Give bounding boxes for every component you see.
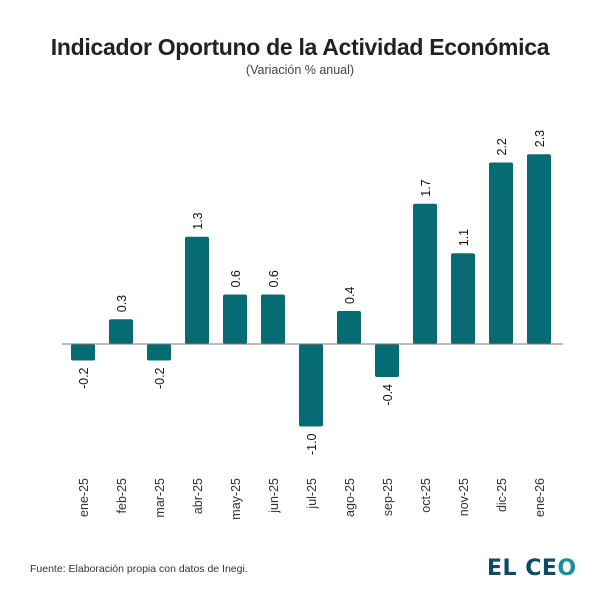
data-label: 0.6 xyxy=(229,270,243,287)
x-tick-label: sep-25 xyxy=(381,478,395,516)
bar-ene-25 xyxy=(71,344,95,361)
bar-oct-25 xyxy=(413,203,437,344)
data-label: 0.3 xyxy=(115,295,129,312)
data-label: 1.3 xyxy=(191,212,205,229)
bar-abr-25 xyxy=(185,236,209,344)
data-label: 0.4 xyxy=(343,287,357,304)
x-tick-label: mar-25 xyxy=(153,478,167,518)
x-tick-label: feb-25 xyxy=(115,478,129,513)
data-label: 2.2 xyxy=(495,138,509,155)
bar-ene-26 xyxy=(527,154,551,344)
x-tick-label: oct-25 xyxy=(419,478,433,513)
x-tick-label: nov-25 xyxy=(457,478,471,516)
x-tick-label: ene-25 xyxy=(77,478,91,517)
data-label: 0.6 xyxy=(267,270,281,287)
source-note: Fuente: Elaboración propia con datos de … xyxy=(30,563,248,575)
data-label: 1.1 xyxy=(457,229,471,246)
data-label: 2.3 xyxy=(533,130,547,147)
bar-mar-25 xyxy=(147,344,171,361)
x-tick-label: dic-25 xyxy=(495,478,509,512)
bar-dic-25 xyxy=(489,162,513,344)
x-tick-label: jun-25 xyxy=(267,478,281,514)
chart-subtitle: (Variación % anual) xyxy=(245,63,355,77)
x-tick-label: abr-25 xyxy=(191,478,205,514)
x-tick-label: ene-26 xyxy=(533,478,547,517)
bar-may-25 xyxy=(223,294,247,344)
bar-sep-25 xyxy=(375,344,399,377)
el-ceo-logo: EL CEO xyxy=(487,556,577,581)
bar-feb-25 xyxy=(109,319,133,344)
x-tick-label: may-25 xyxy=(229,478,243,520)
data-label: 1.7 xyxy=(419,179,433,196)
chart-title: Indicador Oportuno de la Actividad Econó… xyxy=(50,34,550,60)
bar-jun-25 xyxy=(261,294,285,344)
data-label: -0.2 xyxy=(153,367,167,389)
data-label: -0.2 xyxy=(77,367,91,389)
bar-jul-25 xyxy=(299,344,323,427)
x-tick-label: ago-25 xyxy=(343,478,357,517)
bar-nov-25 xyxy=(451,253,475,344)
logo-text: EL CE xyxy=(487,556,558,581)
data-label: -1.0 xyxy=(305,433,319,455)
logo-o: O xyxy=(557,556,577,581)
x-tick-label: jul-25 xyxy=(305,478,319,510)
data-label: -0.4 xyxy=(381,384,395,406)
bar-ago-25 xyxy=(337,311,361,344)
